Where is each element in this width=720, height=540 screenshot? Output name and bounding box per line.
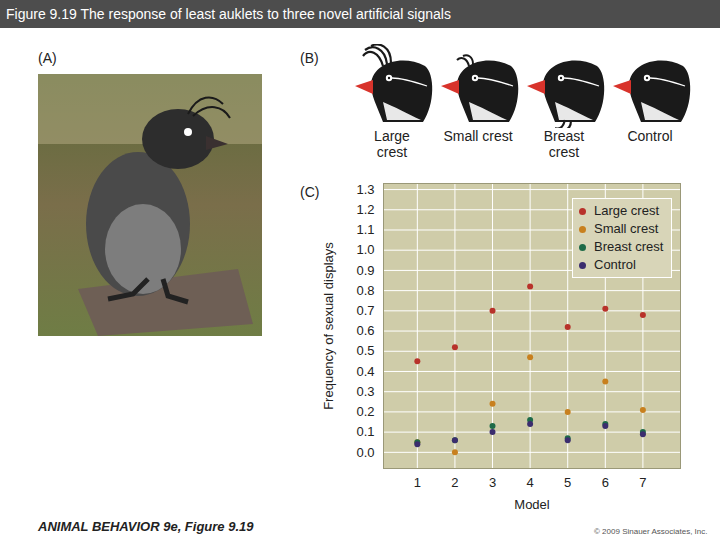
html-text:(C): (C) — [300, 184, 320, 200]
svg-text:6: 6 — [602, 475, 609, 490]
svg-text:0.5: 0.5 — [356, 343, 374, 358]
html-text:Control: Control — [594, 257, 636, 272]
svg-text:4: 4 — [527, 475, 534, 490]
svg-text:1.1: 1.1 — [356, 222, 374, 237]
svg-text:3: 3 — [489, 475, 496, 490]
html-text:Breast crest: Breast crest — [543, 128, 585, 160]
svg-text:0.9: 0.9 — [356, 263, 374, 278]
svg-text:Model: Model — [514, 497, 550, 512]
html-text:(B): (B) — [300, 50, 319, 66]
html-text:Figure 9.19 The response of le: Figure 9.19 The response of least auklet… — [6, 6, 451, 22]
svg-text:0.1: 0.1 — [356, 424, 374, 439]
html-text:Large crest: Large crest — [594, 203, 659, 218]
html-text:Small crest: Small crest — [443, 128, 513, 144]
html-text:Control: Control — [627, 128, 673, 144]
svg-text:0.7: 0.7 — [356, 303, 374, 318]
svg-text:0.0: 0.0 — [356, 444, 374, 459]
html-text:Large crest: Large crest — [374, 128, 410, 160]
svg-text:7: 7 — [639, 475, 646, 490]
svg-text:0.3: 0.3 — [356, 384, 374, 399]
svg-text:0.8: 0.8 — [356, 283, 374, 298]
svg-text:0.6: 0.6 — [356, 323, 374, 338]
svg-text:1.3: 1.3 — [356, 182, 374, 197]
svg-text:0.2: 0.2 — [356, 404, 374, 419]
html-text:ANIMAL BEHAVIOR 9e, Figure 9.1: ANIMAL BEHAVIOR 9e, Figure 9.19 — [38, 519, 254, 534]
svg-text:2: 2 — [451, 475, 458, 490]
svg-text:Frequency of sexual displays: Frequency of sexual displays — [321, 242, 336, 410]
html-text:Small crest: Small crest — [594, 221, 659, 236]
svg-text:1.0: 1.0 — [356, 242, 374, 257]
svg-text:1: 1 — [414, 475, 421, 490]
html-text:© 2009 Sinauer Associates, Inc: © 2009 Sinauer Associates, Inc. — [594, 527, 708, 536]
svg-text:0.4: 0.4 — [356, 364, 374, 379]
html-text:Breast crest: Breast crest — [594, 239, 664, 254]
svg-text:1.2: 1.2 — [356, 202, 374, 217]
svg-text:5: 5 — [564, 475, 571, 490]
html-text:(A): (A) — [38, 50, 57, 66]
